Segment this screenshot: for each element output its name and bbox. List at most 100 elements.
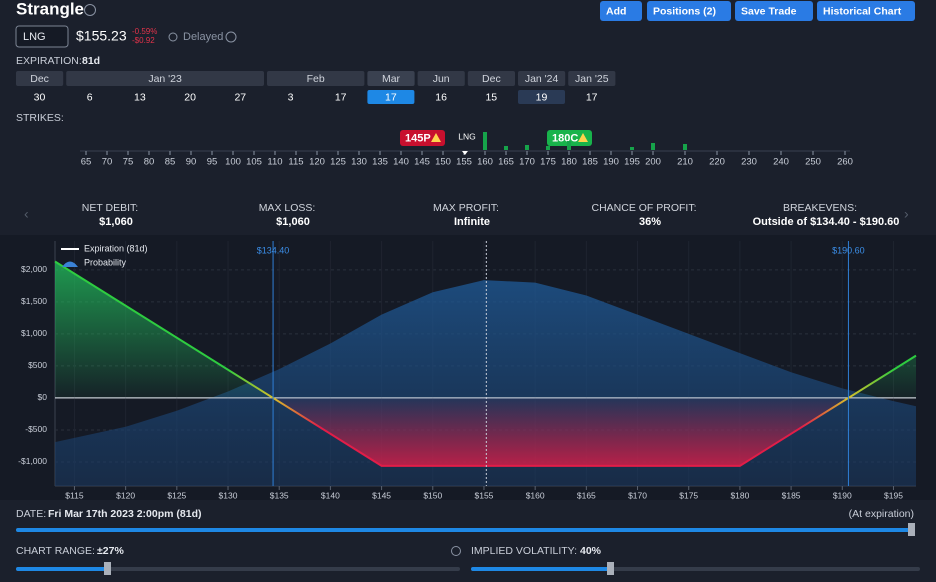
month-tab[interactable] [16, 71, 64, 86]
breakeven-label: $134.40 [257, 245, 290, 255]
iv-label: IMPLIED VOLATILITY: [471, 545, 577, 557]
strike-label: 195 [624, 157, 640, 168]
date-slider[interactable] [16, 528, 912, 532]
strike-label: 260 [837, 157, 853, 168]
x-tick-label: $165 [577, 490, 596, 500]
date-cell[interactable]: 30 [34, 91, 46, 103]
slider-thumb[interactable] [104, 562, 111, 575]
date-highlight [367, 90, 415, 104]
date-cell[interactable]: 6 [87, 91, 93, 103]
title: Strangle [16, 0, 84, 18]
month-tab[interactable] [568, 71, 616, 86]
date-cell[interactable]: 13 [134, 91, 146, 103]
month-tab[interactable] [66, 71, 264, 86]
x-tick-label: $140 [321, 490, 340, 500]
volume-bar [504, 146, 508, 150]
button-label: Save Trade [741, 5, 797, 17]
x-tick-label: $135 [270, 490, 289, 500]
iv-icon [451, 546, 461, 556]
month-label: Jan '24 [525, 73, 559, 85]
expiration-value: 81d [82, 55, 100, 67]
stat-value: Outside of $134.40 - $190.60 [753, 216, 900, 228]
stat-value: 36% [639, 216, 661, 228]
slider-thumb[interactable] [607, 562, 614, 575]
date-cell[interactable]: 17 [385, 91, 397, 103]
date-cell[interactable]: 3 [288, 91, 294, 103]
button[interactable] [600, 1, 642, 21]
strike-label: 105 [246, 157, 262, 168]
button-label: Positions (2) [653, 5, 716, 17]
ticker-input[interactable] [15, 25, 69, 48]
price: $155.23 [76, 28, 127, 44]
strike-label: 250 [805, 157, 821, 168]
date-cell[interactable]: 17 [586, 91, 598, 103]
payoff-area [55, 261, 916, 466]
strike-label: 230 [741, 157, 757, 168]
strike-label: 100 [225, 157, 241, 168]
button[interactable] [735, 1, 813, 21]
strike-label: 170 [519, 157, 535, 168]
iv-fill [471, 567, 610, 571]
date-cell[interactable]: 16 [435, 91, 447, 103]
strike-label: 220 [709, 157, 725, 168]
y-tick-label: -$500 [25, 424, 47, 434]
month-label: Jan '25 [575, 73, 609, 85]
stat-label: CHANCE OF PROFIT: [591, 202, 696, 214]
date-cell[interactable]: 20 [184, 91, 196, 103]
strike-label: 130 [351, 157, 367, 168]
x-tick-label: $160 [526, 490, 545, 500]
button[interactable] [817, 1, 915, 21]
month-tab[interactable] [518, 71, 566, 86]
strike-label: 125 [330, 157, 346, 168]
month-tab[interactable] [417, 71, 465, 86]
date-note: (At expiration) [849, 508, 914, 520]
volume-bar [483, 132, 487, 150]
month-tab[interactable] [467, 71, 515, 86]
breakeven-label: $190.60 [832, 245, 865, 255]
next-arrow[interactable]: › [904, 206, 909, 222]
help-icon[interactable] [84, 4, 96, 16]
x-tick-label: $195 [884, 490, 903, 500]
volume-bar [630, 147, 634, 150]
date-cell[interactable]: 19 [536, 91, 548, 103]
volume-bar [546, 146, 550, 150]
help-icon[interactable] [225, 31, 237, 43]
stat-value: $1,060 [99, 216, 133, 228]
strike-label: 175 [540, 157, 556, 168]
date-cell[interactable]: 27 [234, 91, 246, 103]
strike-label: 115 [288, 157, 303, 168]
legend-swatch [62, 261, 78, 267]
month-tab[interactable] [367, 71, 415, 86]
slider-thumb[interactable] [908, 523, 915, 536]
y-tick-label: $1,000 [21, 328, 47, 338]
button[interactable] [647, 1, 731, 21]
y-tick-label: $0 [38, 392, 48, 402]
month-tab[interactable] [267, 71, 365, 86]
strike-label: 185 [582, 157, 598, 168]
strike-label: 210 [677, 157, 693, 168]
y-tick-label: -$1,000 [18, 456, 47, 466]
month-label: Jun [433, 73, 450, 85]
strike-label: 150 [435, 157, 451, 168]
date-cell[interactable]: 17 [335, 91, 347, 103]
stat-value: $1,060 [276, 216, 310, 228]
legend-label: Expiration (81d) [84, 243, 148, 253]
strike-label: 160 [477, 157, 493, 168]
range-slider[interactable] [16, 567, 460, 571]
strike-label: 200 [645, 157, 661, 168]
stat-label: NET DEBIT: [82, 202, 138, 214]
month-label: Jan '23 [148, 73, 182, 85]
month-label: Dec [482, 73, 501, 85]
expiration-label: EXPIRATION: [16, 55, 82, 67]
leg-label: 180C [552, 132, 578, 144]
underlying-label: LNG [458, 131, 475, 141]
refresh-icon [168, 32, 178, 42]
strike-label: 95 [207, 157, 218, 168]
date-cell[interactable]: 15 [485, 91, 497, 103]
strike-label: 85 [165, 157, 176, 168]
date-highlight [518, 90, 565, 104]
volume-bar [567, 141, 571, 150]
x-tick-label: $125 [167, 490, 186, 500]
prev-arrow[interactable]: ‹ [24, 206, 29, 222]
